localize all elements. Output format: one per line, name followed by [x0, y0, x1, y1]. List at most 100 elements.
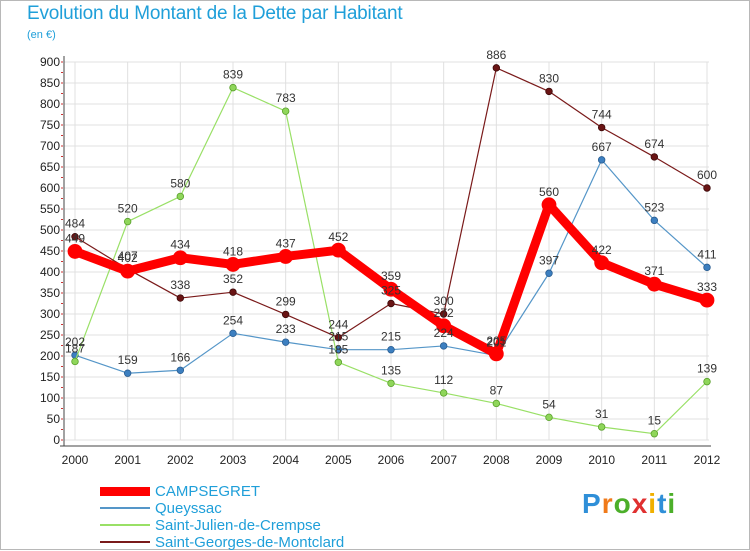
data-label: 338	[170, 278, 190, 292]
x-tick-label: 2006	[378, 453, 405, 467]
data-label: 205	[486, 334, 506, 348]
data-point	[229, 329, 237, 338]
data-label: 187	[65, 341, 85, 355]
x-tick-label: 2008	[483, 453, 510, 467]
data-label: 202	[65, 335, 85, 349]
data-label: 886	[486, 48, 506, 62]
y-tick-label: 150	[40, 370, 60, 384]
data-point	[176, 366, 185, 374]
data-label: 31	[595, 407, 609, 421]
data-label: 830	[539, 71, 559, 85]
y-tick-label: 450	[40, 244, 60, 258]
logo-letter: t	[657, 488, 668, 519]
y-tick-label: 250	[40, 328, 60, 342]
data-label: 371	[644, 264, 664, 278]
x-tick-label: 2002	[167, 453, 194, 467]
data-point	[172, 250, 188, 266]
legend-label: Saint-Julien-de-Crempse	[155, 517, 321, 534]
data-point	[334, 358, 343, 366]
data-label: 839	[223, 68, 243, 82]
logo-letter: i	[667, 488, 677, 519]
data-point	[383, 281, 399, 297]
data-label: 244	[328, 318, 348, 332]
data-point	[439, 342, 448, 350]
data-label: 299	[276, 294, 296, 308]
data-point	[545, 269, 553, 277]
data-point	[123, 369, 132, 377]
data-point	[278, 249, 294, 264]
y-tick-label: 500	[40, 223, 60, 237]
data-point	[330, 242, 346, 258]
y-tick-label: 800	[40, 97, 60, 111]
data-label: 422	[592, 243, 612, 257]
legend-swatch	[100, 507, 150, 509]
data-point	[597, 123, 606, 132]
data-label: 54	[542, 397, 556, 411]
data-label: 560	[539, 185, 559, 199]
x-tick-label: 2010	[588, 453, 615, 467]
logo-letter: o	[613, 488, 632, 519]
axis-layer: 0 50 100 150 200 250 300 350 400 450 500 550 600 650 7…	[40, 55, 721, 467]
x-tick-label: 2004	[272, 453, 299, 467]
logo-letter: r	[601, 488, 614, 519]
data-point	[387, 346, 395, 354]
data-label: 325	[381, 284, 401, 298]
data-point	[281, 310, 290, 319]
data-point	[594, 255, 610, 271]
data-point	[439, 310, 448, 318]
data-point	[488, 346, 504, 362]
logo-letter: i	[648, 488, 658, 519]
data-point	[71, 233, 79, 241]
legend-swatch	[100, 524, 150, 526]
data-label: 359	[381, 269, 401, 283]
y-tick-label: 50	[47, 412, 61, 426]
y-tick-label: 400	[40, 265, 60, 279]
data-point	[492, 399, 501, 408]
data-label: 600	[697, 168, 717, 182]
data-point	[439, 389, 448, 397]
data-label: 233	[276, 322, 296, 336]
x-tick-label: 2011	[641, 453, 667, 467]
chart-title: Evolution du Montant de la Dette par Hab…	[27, 3, 403, 24]
data-point	[650, 216, 659, 225]
data-label: 667	[592, 140, 612, 154]
legend-label: Saint-Georges-de-Montclard	[155, 534, 345, 551]
data-point	[646, 276, 662, 292]
x-tick-label: 2003	[220, 453, 247, 467]
data-label: 300	[434, 294, 454, 308]
data-label: 201	[486, 336, 506, 350]
data-label: 452	[328, 230, 348, 244]
data-label: 434	[170, 238, 190, 252]
data-point	[67, 244, 83, 259]
data-point	[650, 153, 659, 161]
data-label: 449	[65, 231, 85, 245]
x-tick-label: 2012	[694, 453, 721, 467]
grid-layer	[64, 61, 709, 441]
x-tick-label: 2000	[62, 453, 89, 467]
y-tick-label: 600	[40, 181, 60, 195]
data-point	[123, 217, 132, 226]
data-label: 112	[434, 373, 453, 387]
data-point	[176, 192, 185, 201]
data-label: 15	[648, 414, 662, 428]
legend-swatch	[100, 486, 150, 496]
data-label: 135	[381, 363, 401, 377]
y-tick-label: 850	[40, 76, 60, 90]
data-point	[334, 333, 343, 342]
y-tick-label: 0	[53, 433, 60, 447]
x-tick-label: 2007	[430, 453, 457, 467]
data-point	[387, 299, 395, 308]
data-point	[120, 263, 136, 279]
data-point	[176, 294, 185, 302]
legend-label: Queyssac	[155, 500, 222, 517]
y-tick-label: 700	[40, 139, 60, 153]
data-label: 520	[118, 202, 138, 216]
data-label: 484	[65, 217, 85, 231]
data-point	[71, 357, 79, 366]
data-label: 185	[328, 342, 348, 356]
data-label: 411	[697, 247, 716, 261]
data-point	[703, 184, 711, 192]
y-tick-label: 350	[40, 286, 60, 300]
data-point	[597, 156, 606, 164]
